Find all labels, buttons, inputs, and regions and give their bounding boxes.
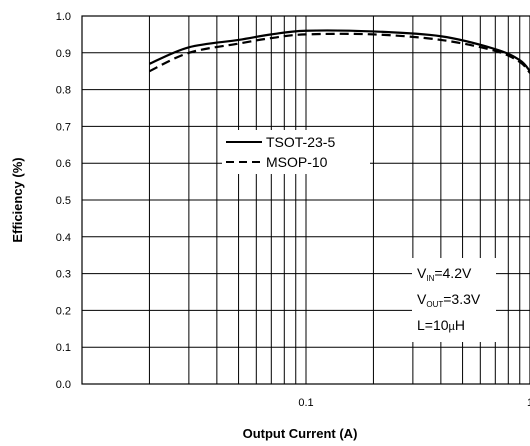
y-tick-label: 1.0 [56,11,71,23]
annotation-inductance: L=10µH [417,317,465,333]
tick-labels: 0.0 0.1 0.2 0.3 0.4 0.5 0.6 0.7 0.8 0.9 1.0 0.1 1 [56,11,530,409]
y-tick-label: 0.9 [56,48,71,60]
annotation-vin: VIN=4.2V [417,265,472,283]
series-layer [148,29,530,74]
plot-frame [81,15,530,385]
legend: TSOT-23-5 MSOP-10 [222,130,370,174]
y-tick-label: 0.5 [56,195,71,207]
y-axis-title: Efficiency (%) [10,157,25,242]
y-tick-label: 0.6 [56,158,71,170]
y-tick-label: 0.7 [56,121,71,133]
annotation-vout: VOUT=3.3V [417,291,481,309]
y-tick-label: 0.1 [56,342,71,354]
y-tick-label: 0.8 [56,85,71,97]
y-tick-label: 0.3 [56,269,71,281]
legend-box [222,130,370,174]
y-tick-label: 0.2 [56,305,71,317]
conditions-annotation: VIN=4.2V VOUT=3.3V L=10µH [412,258,496,342]
x-axis-title: Output Current (A) [243,426,358,441]
y-tick-label: 0.4 [56,232,71,244]
series-line-msop [148,32,530,74]
x-tick-label: 0.1 [298,397,313,409]
y-tick-label: 0.0 [56,379,71,391]
series-line-tsot [148,29,530,72]
legend-label-tsot: TSOT-23-5 [266,134,335,150]
annotation-box [412,258,496,342]
x-tick-label: 1 [527,397,530,409]
legend-label-msop: MSOP-10 [266,154,328,170]
